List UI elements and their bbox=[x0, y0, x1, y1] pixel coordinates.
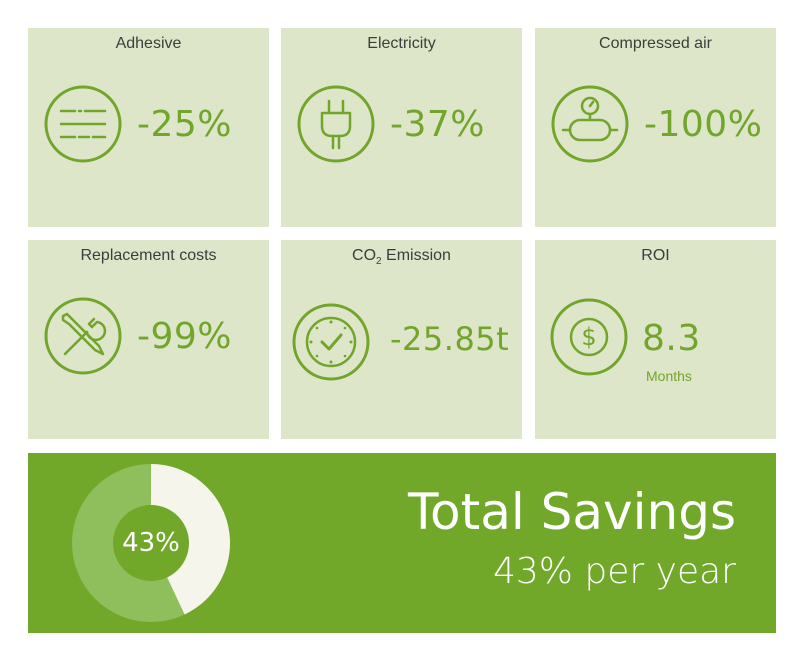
card-value: -99% bbox=[137, 316, 233, 357]
card-compressed-air: Compressed air -100% bbox=[535, 28, 776, 227]
dollar-coin-icon: $ bbox=[550, 298, 628, 376]
card-label: Adhesive bbox=[115, 35, 182, 52]
wrench-screwdriver-icon bbox=[44, 297, 122, 375]
donut-slice-savings bbox=[151, 464, 230, 615]
card-value: 8.3 bbox=[642, 318, 701, 359]
plug-icon bbox=[297, 85, 375, 163]
donut-hole bbox=[113, 505, 189, 581]
pressure-tank-icon bbox=[551, 85, 629, 163]
label-emission: Emission bbox=[381, 247, 451, 264]
card-value: -25.85t bbox=[390, 320, 510, 358]
card-value: -25% bbox=[137, 104, 233, 145]
card-label: Replacement costs bbox=[80, 247, 217, 264]
card-label: Compressed air bbox=[599, 35, 712, 52]
card-value: -100% bbox=[644, 104, 763, 145]
card-label: Electricity bbox=[367, 35, 436, 52]
card-replacement-costs: Replacement costs -99% bbox=[28, 240, 269, 439]
donut-percent-label: 43% bbox=[122, 528, 180, 558]
svg-text:$: $ bbox=[581, 323, 596, 351]
savings-donut-chart bbox=[72, 464, 230, 622]
card-adhesive: Adhesive -25% bbox=[28, 28, 269, 227]
card-roi: ROI $ 8.3 Months bbox=[535, 240, 776, 439]
total-savings-title: Total Savings bbox=[407, 483, 736, 541]
total-savings-banner: 43% Total Savings 43% per year bbox=[28, 453, 776, 633]
clock-check-icon bbox=[292, 303, 370, 381]
card-label: ROI bbox=[641, 247, 670, 264]
card-electricity: Electricity -37% bbox=[281, 28, 522, 227]
card-unit: Months bbox=[646, 368, 692, 384]
card-label: CO2 Emission bbox=[281, 247, 522, 267]
total-savings-subtitle: 43% per year bbox=[492, 551, 736, 592]
card-value: -37% bbox=[390, 104, 486, 145]
card-co2-emission: CO2 Emission -25.85t bbox=[281, 240, 522, 439]
label-co: CO bbox=[352, 247, 377, 264]
adhesive-lines-icon bbox=[44, 85, 122, 163]
label-sub-2: 2 bbox=[376, 256, 382, 268]
